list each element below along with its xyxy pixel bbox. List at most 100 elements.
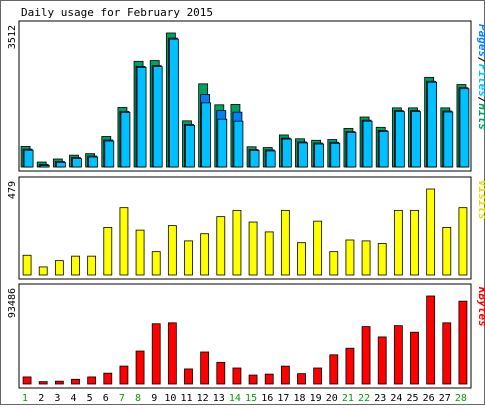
bar-pages-day-20 bbox=[330, 142, 341, 168]
bar-visits-day-25 bbox=[410, 209, 419, 276]
bar-kbytes-day-16 bbox=[264, 373, 274, 385]
bar-pages-day-15 bbox=[249, 150, 260, 168]
bar-visits-day-1 bbox=[22, 254, 32, 276]
bar-visits-day-9 bbox=[151, 251, 161, 276]
bar-visits-day-10 bbox=[167, 225, 177, 276]
bar-pages-day-1 bbox=[23, 149, 34, 168]
bar-visits-day-18 bbox=[297, 242, 306, 276]
ymax-label-middle: 479 bbox=[7, 181, 18, 199]
bar-kbytes-day-3 bbox=[54, 380, 64, 385]
bar-pages-day-26 bbox=[427, 81, 438, 168]
bar-pages-day-9 bbox=[152, 66, 163, 168]
bar-kbytes-day-24 bbox=[393, 325, 403, 385]
day-label-26: 26 bbox=[423, 393, 435, 404]
bar-visits-day-19 bbox=[313, 220, 323, 276]
day-label-14: 14 bbox=[229, 393, 241, 404]
bar-pages-day-19 bbox=[314, 143, 325, 168]
bar-pages-day-28 bbox=[459, 88, 470, 168]
bar-visits-day-2 bbox=[38, 266, 48, 276]
bar-pages-day-12 bbox=[201, 102, 212, 168]
bar-pages-day-10 bbox=[168, 38, 179, 168]
day-label-9: 9 bbox=[151, 393, 157, 404]
day-label-28: 28 bbox=[455, 393, 467, 404]
bar-pages-day-18 bbox=[298, 142, 308, 168]
bar-kbytes-day-12 bbox=[200, 351, 210, 385]
legend-part: / bbox=[476, 57, 485, 64]
day-label-11: 11 bbox=[180, 393, 192, 404]
bar-kbytes-day-27 bbox=[442, 322, 452, 385]
legend-part: Pages bbox=[476, 24, 485, 57]
bar-visits-day-16 bbox=[264, 231, 274, 276]
day-label-1: 1 bbox=[22, 393, 28, 404]
bar-visits-day-20 bbox=[329, 251, 339, 276]
bar-pages-day-23 bbox=[378, 131, 389, 168]
day-label-18: 18 bbox=[293, 393, 305, 404]
day-label-10: 10 bbox=[164, 393, 176, 404]
bar-visits-day-24 bbox=[393, 209, 403, 276]
day-label-4: 4 bbox=[70, 393, 76, 404]
ymax-label-bottom: 93486 bbox=[7, 288, 18, 318]
bar-kbytes-day-10 bbox=[167, 322, 177, 385]
bar-visits-day-28 bbox=[458, 207, 468, 276]
bar-pages-day-4 bbox=[72, 158, 82, 168]
day-label-12: 12 bbox=[197, 393, 209, 404]
bar-pages-day-22 bbox=[362, 120, 373, 168]
day-label-21: 21 bbox=[342, 393, 354, 404]
bar-kbytes-day-11 bbox=[184, 368, 193, 385]
bar-pages-day-25 bbox=[411, 111, 421, 168]
day-label-23: 23 bbox=[374, 393, 386, 404]
legend-part: Hits bbox=[476, 103, 485, 131]
legend-kbytes: KBytes bbox=[476, 286, 485, 327]
bar-visits-day-8 bbox=[135, 229, 145, 276]
bar-kbytes-day-7 bbox=[119, 365, 129, 385]
bar-visits-day-22 bbox=[361, 240, 371, 276]
bar-visits-day-17 bbox=[280, 209, 290, 276]
bar-kbytes-day-8 bbox=[135, 350, 145, 385]
legend-part: / bbox=[476, 97, 485, 104]
bar-pages-day-24 bbox=[394, 111, 405, 168]
day-label-6: 6 bbox=[103, 393, 109, 404]
bar-kbytes-day-26 bbox=[426, 295, 436, 385]
bar-pages-day-3 bbox=[55, 161, 66, 168]
bar-kbytes-day-5 bbox=[87, 376, 97, 385]
bar-kbytes-day-23 bbox=[377, 336, 387, 385]
day-label-15: 15 bbox=[245, 393, 257, 404]
day-label-27: 27 bbox=[439, 393, 451, 404]
bar-kbytes-day-22 bbox=[361, 326, 371, 385]
bar-pages-day-17 bbox=[281, 138, 292, 168]
bar-pages-day-6 bbox=[104, 140, 115, 168]
bar-pages-day-8 bbox=[136, 66, 147, 168]
day-label-24: 24 bbox=[390, 393, 402, 404]
bar-kbytes-day-17 bbox=[280, 365, 290, 385]
bar-pages-day-13 bbox=[217, 118, 228, 168]
bar-pages-day-27 bbox=[443, 111, 454, 168]
day-label-8: 8 bbox=[135, 393, 141, 404]
chart-title: Daily usage for February 2015 bbox=[21, 6, 213, 19]
day-label-3: 3 bbox=[54, 393, 60, 404]
bar-visits-day-23 bbox=[377, 243, 387, 276]
bar-pages-day-7 bbox=[120, 111, 131, 168]
legend-part: Files bbox=[476, 64, 485, 97]
day-label-13: 13 bbox=[213, 393, 225, 404]
bar-visits-day-12 bbox=[200, 233, 210, 276]
day-label-19: 19 bbox=[310, 393, 322, 404]
bar-kbytes-day-18 bbox=[297, 373, 306, 385]
bar-visits-day-3 bbox=[54, 260, 64, 276]
legend-pages-files-hits: Pages/Files/Hits bbox=[476, 24, 485, 130]
bar-visits-day-6 bbox=[103, 227, 113, 276]
bar-pages-day-5 bbox=[88, 156, 99, 168]
bar-visits-day-4 bbox=[71, 255, 80, 276]
bar-kbytes-day-13 bbox=[216, 361, 226, 385]
day-label-5: 5 bbox=[87, 393, 93, 404]
bar-kbytes-day-14 bbox=[232, 367, 242, 385]
bar-pages-day-14 bbox=[233, 120, 244, 168]
bar-pages-day-21 bbox=[346, 132, 357, 168]
bar-kbytes-day-6 bbox=[103, 372, 113, 385]
day-label-7: 7 bbox=[119, 393, 125, 404]
bar-pages-day-2 bbox=[39, 165, 50, 168]
bar-visits-day-26 bbox=[426, 188, 436, 276]
bar-visits-day-15 bbox=[248, 221, 258, 276]
day-label-20: 20 bbox=[326, 393, 338, 404]
